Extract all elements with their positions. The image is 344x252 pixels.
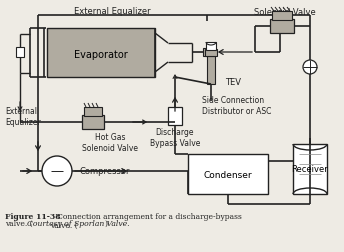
Text: External Equalizer: External Equalizer <box>74 7 150 16</box>
Text: valve. (: valve. ( <box>5 219 33 227</box>
Text: Evaporator: Evaporator <box>74 50 128 60</box>
Text: Connection arrangement for a discharge-bypass
valve. (: Connection arrangement for a discharge-b… <box>50 212 242 229</box>
Bar <box>293 144 327 194</box>
Text: Discharge
Bypass Valve: Discharge Bypass Valve <box>150 128 200 147</box>
Bar <box>84 108 102 116</box>
Text: TEV: TEV <box>225 77 241 86</box>
Bar <box>82 115 104 130</box>
Bar <box>16 48 24 58</box>
Text: Figure 11-38: Figure 11-38 <box>5 212 61 220</box>
Circle shape <box>303 61 317 75</box>
Text: Solenoid Valve: Solenoid Valve <box>254 8 316 17</box>
Text: Side Connection
Distributor or ASC: Side Connection Distributor or ASC <box>202 96 271 116</box>
Text: Condenser: Condenser <box>204 170 252 179</box>
Bar <box>272 12 292 21</box>
Bar <box>188 154 268 194</box>
Circle shape <box>42 156 72 186</box>
Bar <box>207 57 215 85</box>
Text: Receiver: Receiver <box>292 165 329 174</box>
Bar <box>270 20 294 34</box>
Text: External
Equalizer: External Equalizer <box>5 107 41 127</box>
Text: Courtesy of Sporlan Valve.: Courtesy of Sporlan Valve. <box>27 219 129 227</box>
Bar <box>203 49 213 57</box>
Text: ): ) <box>104 219 107 227</box>
Text: Hot Gas
Solenoid Valve: Hot Gas Solenoid Valve <box>82 133 138 152</box>
Bar <box>168 108 182 125</box>
Bar <box>206 43 216 51</box>
Text: Compressor: Compressor <box>80 167 130 176</box>
Bar <box>205 50 217 57</box>
Bar <box>47 29 155 78</box>
